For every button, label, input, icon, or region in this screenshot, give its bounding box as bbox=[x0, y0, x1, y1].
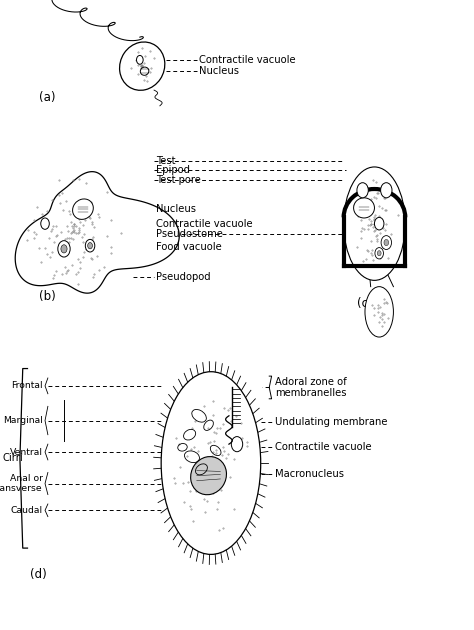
Circle shape bbox=[137, 55, 143, 64]
Text: Macronucleus: Macronucleus bbox=[275, 469, 344, 479]
Circle shape bbox=[381, 183, 392, 198]
Text: Contractile vacuole: Contractile vacuole bbox=[199, 55, 296, 65]
Text: Contractile vacuole: Contractile vacuole bbox=[156, 219, 253, 229]
Circle shape bbox=[231, 437, 243, 452]
Text: Undulating membrane: Undulating membrane bbox=[275, 417, 387, 427]
Circle shape bbox=[377, 251, 381, 256]
Circle shape bbox=[384, 239, 389, 246]
Text: Epipod: Epipod bbox=[156, 165, 191, 175]
Circle shape bbox=[85, 239, 95, 252]
Text: Test: Test bbox=[156, 156, 176, 166]
Ellipse shape bbox=[140, 67, 149, 76]
Circle shape bbox=[58, 241, 70, 257]
Text: Cirri: Cirri bbox=[3, 454, 24, 463]
Circle shape bbox=[41, 218, 49, 229]
Text: Adoral zone of
membranelles: Adoral zone of membranelles bbox=[275, 377, 346, 398]
Text: Contractile vacuole: Contractile vacuole bbox=[275, 442, 372, 452]
Text: Frontal: Frontal bbox=[11, 381, 43, 391]
Text: Food vacuole: Food vacuole bbox=[156, 242, 222, 252]
Ellipse shape bbox=[365, 287, 393, 337]
Ellipse shape bbox=[73, 199, 93, 219]
Text: (d): (d) bbox=[29, 568, 46, 581]
Text: (c): (c) bbox=[357, 297, 373, 310]
Text: Caudal: Caudal bbox=[10, 506, 43, 515]
Ellipse shape bbox=[191, 457, 227, 495]
Text: Nucleus: Nucleus bbox=[199, 66, 239, 76]
Text: Nucleus: Nucleus bbox=[156, 204, 196, 214]
Circle shape bbox=[375, 248, 383, 259]
Text: Pseudostome: Pseudostome bbox=[156, 229, 223, 239]
Polygon shape bbox=[15, 171, 179, 293]
Ellipse shape bbox=[344, 167, 405, 280]
Ellipse shape bbox=[354, 198, 374, 218]
Circle shape bbox=[357, 183, 368, 198]
Circle shape bbox=[381, 236, 392, 249]
Text: Anal or
transverse: Anal or transverse bbox=[0, 474, 43, 493]
Text: (b): (b) bbox=[39, 290, 56, 302]
Text: Test pore: Test pore bbox=[156, 175, 201, 185]
Circle shape bbox=[61, 244, 67, 253]
Text: Marginal: Marginal bbox=[3, 416, 43, 425]
Ellipse shape bbox=[119, 42, 165, 90]
Text: Pseudopod: Pseudopod bbox=[156, 272, 211, 282]
Circle shape bbox=[88, 243, 92, 249]
Text: Ventral: Ventral bbox=[9, 447, 43, 457]
Circle shape bbox=[374, 217, 384, 230]
Ellipse shape bbox=[161, 372, 261, 554]
Text: (a): (a) bbox=[39, 91, 55, 104]
